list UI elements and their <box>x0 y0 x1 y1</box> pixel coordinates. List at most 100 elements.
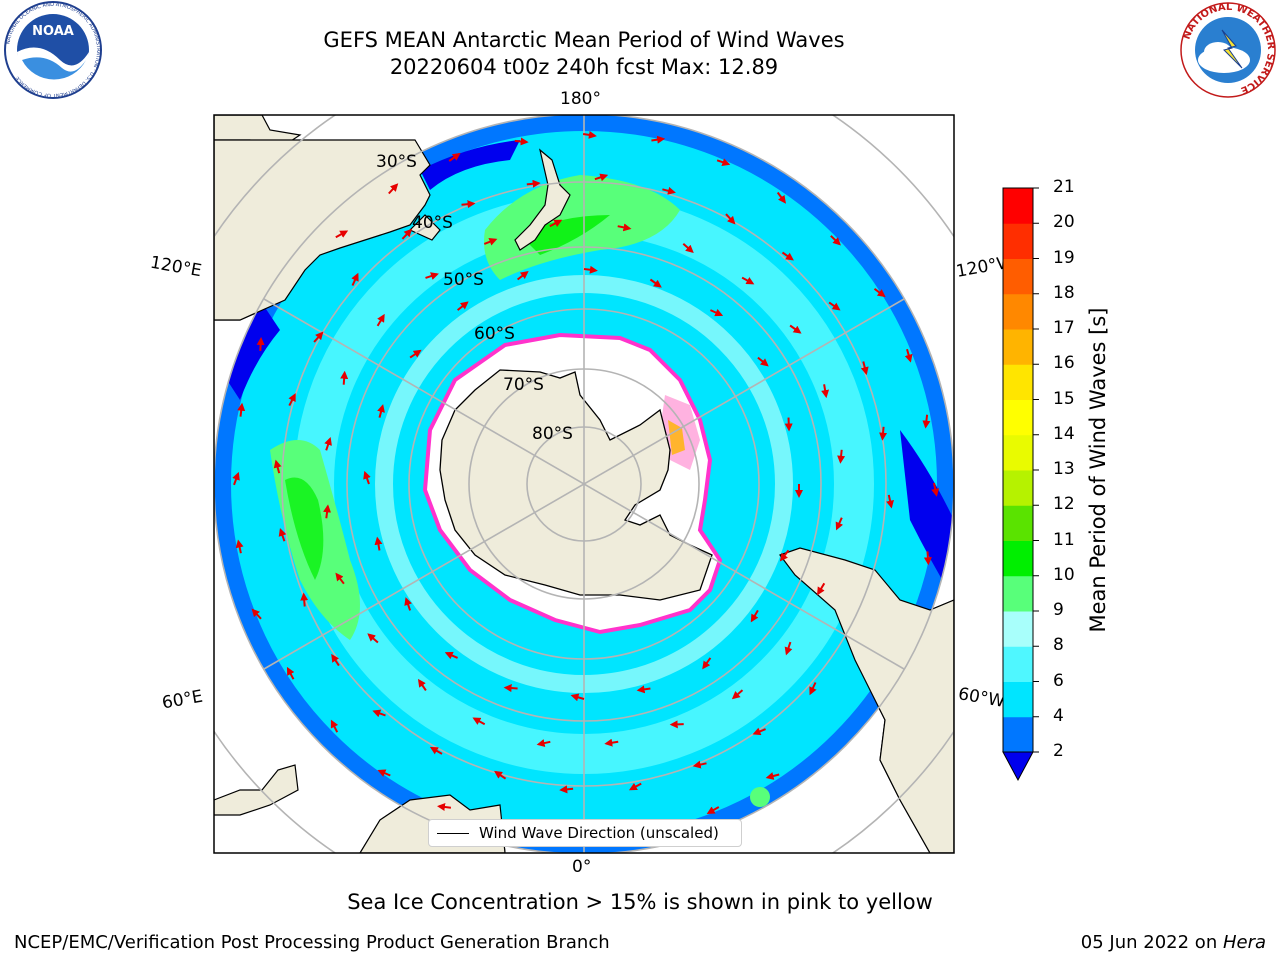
wave-direction-arrow <box>828 301 841 311</box>
colorbar-band <box>1003 716 1033 753</box>
colorbar-tick-label: 6 <box>1053 670 1064 691</box>
wave-direction-arrow <box>709 308 724 317</box>
colorbar-tick-label: 21 <box>1053 177 1075 197</box>
wave-direction-arrow <box>235 539 244 554</box>
wave-direction-arrow <box>662 186 676 195</box>
footer-date-text: 05 Jun 2022 on <box>1080 932 1223 953</box>
wave-direction-arrow <box>536 739 551 747</box>
legend-label: Wind Wave Direction (unscaled) <box>479 824 719 842</box>
colorbar-tick-label: 4 <box>1053 705 1064 726</box>
wave-direction-arrow <box>351 272 359 286</box>
wave-direction-arrow <box>429 746 443 755</box>
wave-direction-arrow <box>323 504 332 519</box>
colorbar-label: Mean Period of Wind Waves [s] <box>1086 307 1110 633</box>
wave-direction-arrow <box>526 179 541 188</box>
wave-direction-arrow <box>784 641 793 656</box>
wave-direction-arrow <box>559 785 574 794</box>
wave-direction-arrow <box>702 657 712 670</box>
wave-direction-arrow <box>372 709 386 718</box>
map-legend: Wind Wave Direction (unscaled) <box>428 819 742 847</box>
antarctica-land <box>439 369 713 601</box>
new-zealand-land <box>514 148 571 251</box>
colorbar-tick-label: 8 <box>1053 635 1064 656</box>
colorbar-band <box>1003 329 1033 365</box>
wave-direction-arrow <box>273 459 282 474</box>
colorbar-tick-label: 17 <box>1053 318 1075 338</box>
colorbar-band <box>1003 399 1033 436</box>
wave-direction-arrow <box>404 597 412 611</box>
wave-direction-arrow <box>830 235 841 246</box>
wave-direction-arrow <box>483 238 498 246</box>
wave-direction-arrow <box>835 517 844 531</box>
lat-label-80s: 80°S <box>532 424 573 444</box>
colorbar-tick-label: 20 <box>1053 212 1075 233</box>
wave-direction-arrow <box>904 348 913 363</box>
wave-direction-arrow <box>376 313 385 327</box>
sea-ice-caption: Sea Ice Concentration > 15% is shown in … <box>347 890 933 914</box>
colorbar-band <box>1003 505 1033 541</box>
footer-branch: NCEP/EMC/Verification Post Processing Pr… <box>14 932 610 953</box>
wave-direction-arrow <box>278 528 287 542</box>
wave-direction-arrow <box>636 685 651 694</box>
wave-direction-arrow <box>251 608 262 620</box>
wave-direction-arrow <box>821 384 830 399</box>
lat-label-70s: 70°S <box>503 375 544 395</box>
lat-label-40s: 40°S <box>412 213 453 233</box>
wave-direction-arrow <box>232 471 240 486</box>
wave-direction-arrow <box>817 582 826 596</box>
wave-direction-arrow <box>669 720 684 729</box>
chart-subtitle: 20220604 t00z 240h fcst Max: 12.89 <box>389 55 779 79</box>
wave-direction-arrow <box>741 276 755 285</box>
colorbar-band <box>1003 364 1033 400</box>
graticule <box>214 115 954 853</box>
wave-direction-arrow <box>706 806 720 814</box>
australia-land <box>214 139 431 321</box>
colorbar-tick-label: 12 <box>1053 494 1075 515</box>
wave-direction-arrow <box>781 251 794 261</box>
wave-direction-arrow <box>335 572 345 585</box>
wave-direction-arrow <box>570 693 585 702</box>
wave-direction-arrow <box>514 137 529 146</box>
lat-label-50s: 50°S <box>443 270 484 290</box>
wave-direction-arrow <box>617 223 632 232</box>
chart-title: GEFS MEAN Antarctic Mean Period of Wind … <box>323 28 845 52</box>
map-frame <box>213 114 955 854</box>
wave-direction-arrow <box>886 494 894 509</box>
wave-direction-arrow <box>873 287 886 298</box>
wave-direction-arrow <box>256 337 265 351</box>
wave-direction-arrow <box>931 482 940 497</box>
footer-date: 05 Jun 2022 on Hera <box>1081 932 1266 953</box>
wave-direction-arrow <box>692 760 707 769</box>
wave-direction-arrow <box>313 331 324 343</box>
wave-direction-arrow <box>604 738 619 747</box>
wave-direction-arrow <box>330 719 339 733</box>
wave-direction-arrow <box>922 414 931 429</box>
wave-direction-arrow <box>594 173 609 182</box>
wave-direction-arrow <box>444 651 458 660</box>
colorbar-band <box>1003 470 1033 506</box>
wave-direction-arrow <box>860 361 869 376</box>
south-america-land <box>779 547 954 853</box>
colorbar-tick-label: 9 <box>1053 600 1064 620</box>
wave-direction-arrow <box>437 803 452 811</box>
wave-direction-arrow <box>300 592 309 607</box>
wave-direction-arrow <box>583 265 598 274</box>
wave-direction-arrow <box>516 270 529 281</box>
wave-direction-arrow <box>417 678 427 691</box>
wave-direction-arrow <box>331 653 340 667</box>
colorbar-band <box>1003 188 1033 224</box>
wave-direction-arrow <box>716 158 731 166</box>
wave-direction-arrow <box>750 609 759 623</box>
colorbar-band <box>1003 293 1033 330</box>
colorbar-tick-label: 11 <box>1053 529 1075 550</box>
colorbar-tick-label: 14 <box>1053 423 1075 444</box>
wave-direction-arrow <box>779 549 790 562</box>
noaa-text: NOAA <box>32 24 74 39</box>
wave-direction-arrow <box>363 470 371 485</box>
legend-line-icon <box>437 832 469 834</box>
wave-direction-arrow <box>757 356 769 367</box>
wave-direction-arrow <box>765 772 780 780</box>
wave-direction-arrow <box>731 689 744 700</box>
colorbar-band <box>1003 258 1033 295</box>
